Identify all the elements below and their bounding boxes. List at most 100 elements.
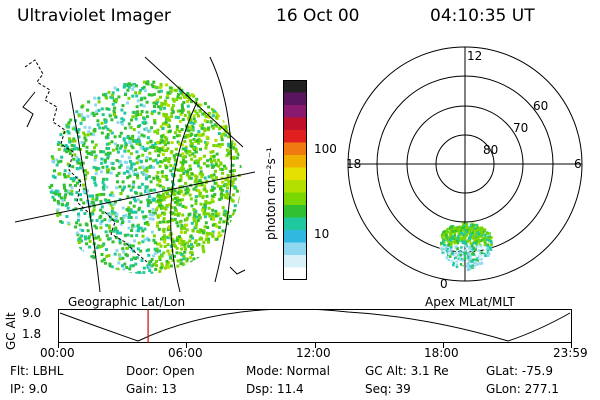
geo-pixel [79, 163, 83, 167]
geo-pixel [51, 174, 55, 178]
polar-pixel [477, 232, 481, 236]
geo-pixel [237, 201, 241, 205]
geo-pixel [92, 165, 96, 169]
geo-pixel [93, 176, 97, 180]
polar-pixel [447, 239, 450, 243]
geo-pixel [140, 133, 144, 137]
geo-pixel [82, 201, 86, 205]
geo-pixel [143, 89, 147, 93]
polar-pixel [449, 229, 453, 233]
geo-pixel [207, 126, 211, 130]
geo-pixel [181, 118, 185, 121]
colorbar-band [283, 255, 307, 268]
geo-pixel [129, 201, 132, 205]
geo-pixel [171, 258, 175, 262]
polar-pixel [468, 245, 471, 249]
geo-pixel [122, 85, 126, 89]
geo-pixel [49, 190, 53, 194]
geo-pixel [135, 229, 139, 233]
geo-pixel [92, 133, 96, 136]
geo-pixel [168, 203, 172, 207]
geo-pixel [58, 212, 62, 216]
geo-pixel [67, 189, 70, 193]
mlat-label-70: 70 [513, 121, 528, 135]
geo-pixel [145, 110, 149, 114]
geo-pixel [98, 245, 102, 249]
polar-pixel [452, 261, 455, 265]
geo-pixel [89, 212, 92, 216]
geo-pixel [79, 228, 83, 232]
geo-pixel [134, 91, 138, 95]
polar-emission-speckle [439, 222, 493, 272]
polar-pixel [469, 223, 473, 227]
polar-pixel [464, 251, 468, 255]
geo-pixel [158, 178, 162, 182]
polar-pixel [488, 232, 491, 235]
geo-pixel [67, 131, 71, 135]
polar-pixel [470, 244, 474, 248]
polar-pixel [485, 254, 488, 257]
polar-pixel [466, 228, 469, 231]
geo-pixel [150, 93, 154, 97]
geo-pixel [108, 219, 112, 223]
geo-pixel [90, 132, 93, 136]
geo-pixel [162, 188, 165, 192]
geo-pixel [180, 224, 184, 228]
geo-pixel [111, 148, 115, 152]
geo-pixel [82, 169, 86, 173]
geo-pixel [97, 96, 101, 100]
polar-pixel [468, 248, 472, 252]
geo-pixel [152, 234, 156, 238]
geo-pixel [146, 204, 150, 208]
polar-pixel [480, 232, 483, 235]
geo-pixel [110, 118, 114, 122]
geo-pixel [199, 147, 202, 151]
polar-pixel [448, 252, 451, 256]
polar-pixel [459, 263, 463, 266]
geo-pixel [87, 100, 91, 104]
geo-pixel [64, 144, 68, 147]
geo-pixel [105, 248, 108, 252]
geo-pixel [119, 217, 123, 221]
geo-pixel [95, 112, 99, 116]
polar-pixel [469, 257, 472, 261]
geo-pixel [142, 134, 146, 138]
geo-pixel [191, 236, 194, 240]
geo-pixel [120, 122, 124, 126]
geo-pixel [220, 176, 224, 180]
polar-pixel [490, 241, 493, 245]
geo-pixel [77, 135, 81, 139]
geo-pixel [115, 147, 119, 151]
geo-pixel [125, 246, 129, 250]
geo-pixel [141, 121, 145, 125]
polar-pixel [480, 258, 483, 261]
polar-pixel [453, 245, 456, 248]
geo-pixel [185, 223, 189, 227]
geo-pixel [180, 91, 183, 95]
geo-pixel [181, 213, 185, 217]
geo-pixel [92, 204, 96, 208]
geo-pixel [130, 83, 133, 87]
geo-pixel [105, 254, 109, 258]
polar-pixel [462, 239, 466, 242]
geo-pixel [159, 125, 163, 129]
geo-pixel [212, 217, 215, 221]
geo-pixel [152, 146, 156, 149]
geo-pixel [201, 244, 205, 248]
geo-pixel [176, 196, 180, 200]
polar-pixel [449, 226, 452, 230]
geo-pixel [187, 129, 191, 133]
polar-pixel [481, 237, 484, 240]
geo-pixel [197, 114, 200, 118]
geo-pixel [157, 90, 161, 94]
geo-pixel [127, 220, 131, 223]
geo-pixel [159, 106, 163, 110]
geo-pixel [187, 175, 191, 178]
geo-pixel [112, 229, 116, 233]
geo-pixel [212, 173, 216, 177]
geo-pixel [124, 213, 128, 217]
geo-pixel [158, 196, 162, 200]
geo-pixel [155, 147, 159, 151]
geo-pixel [177, 134, 181, 137]
polar-pixel [448, 238, 452, 241]
